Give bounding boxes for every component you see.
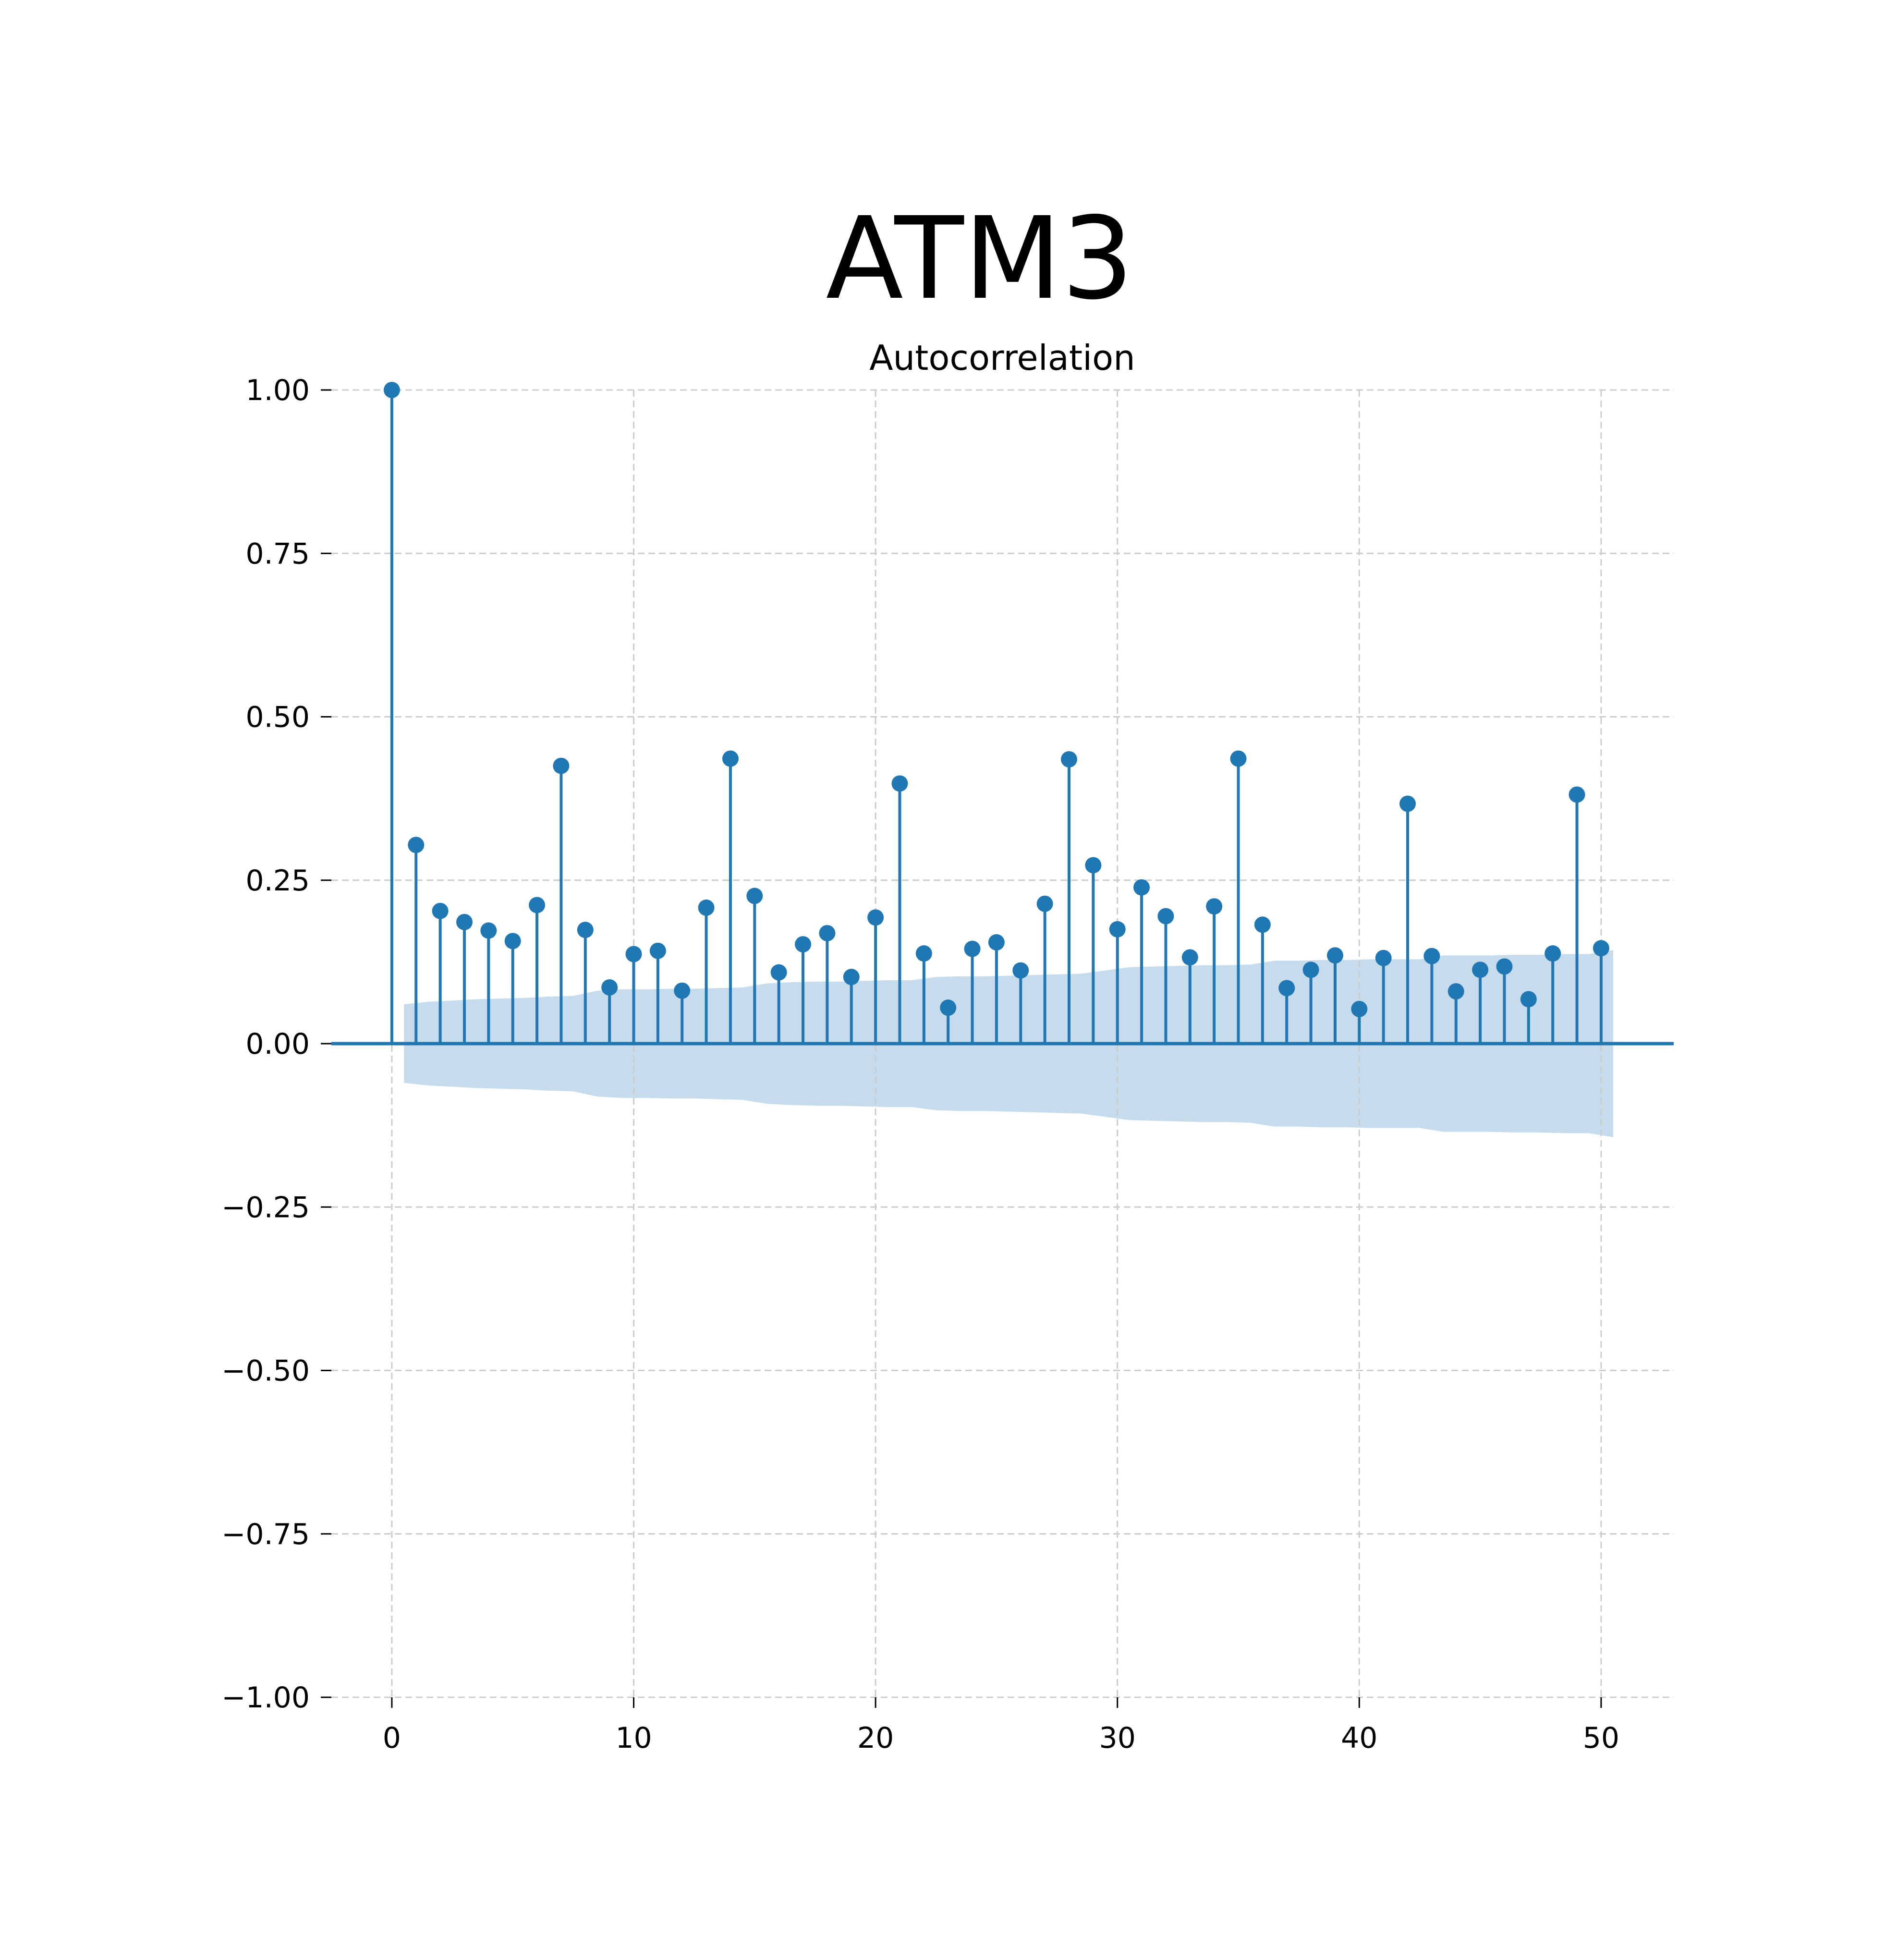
y-tick-label: −0.75	[221, 1518, 310, 1551]
acf-point	[1302, 962, 1319, 978]
acf-point	[1109, 921, 1126, 937]
acf-point	[1544, 945, 1561, 962]
x-axis: 0 10 20 30 40 50	[383, 1697, 1619, 1755]
acf-point	[1326, 947, 1343, 964]
acf-point	[1181, 949, 1198, 966]
acf-point	[1206, 898, 1223, 915]
acf-point	[480, 922, 497, 939]
acf-point	[795, 936, 812, 953]
acf-point	[1230, 750, 1247, 767]
acf-point	[1351, 1000, 1368, 1017]
y-tick-label: −0.25	[221, 1191, 310, 1224]
acf-point	[722, 750, 739, 767]
y-tick-label: 0.25	[245, 864, 310, 898]
y-tick-label: 0.50	[245, 701, 310, 734]
acf-point	[1399, 795, 1416, 812]
x-tick-label: 40	[1341, 1721, 1377, 1755]
acf-point	[891, 775, 908, 792]
stem-layer	[331, 382, 1674, 1046]
y-tick-label: 1.00	[245, 374, 310, 407]
acf-point	[1496, 958, 1513, 975]
acf-point	[1060, 751, 1077, 767]
acf-point	[964, 940, 981, 957]
acf-point	[1472, 962, 1489, 978]
acf-point	[1036, 895, 1053, 912]
acf-point	[674, 982, 691, 999]
acf-point	[770, 964, 787, 981]
x-tick-label: 0	[383, 1721, 401, 1755]
x-tick-label: 10	[615, 1721, 652, 1755]
acf-point	[383, 382, 400, 398]
acf-point	[577, 922, 594, 938]
y-tick-label: 0.00	[245, 1027, 310, 1061]
acf-point	[1520, 991, 1537, 1008]
acf-point	[1423, 948, 1440, 964]
x-tick-label: 50	[1583, 1721, 1619, 1755]
acf-point	[1375, 950, 1392, 966]
acf-point	[504, 933, 521, 950]
acf-point	[915, 945, 932, 962]
acf-point	[1133, 879, 1150, 896]
acf-point	[1447, 983, 1464, 1000]
acf-point	[746, 888, 763, 904]
acf-point	[1254, 916, 1271, 933]
acf-point	[988, 934, 1005, 951]
acf-point	[553, 757, 570, 774]
acf-point	[432, 902, 449, 919]
y-tick-label: −1.00	[221, 1681, 310, 1715]
x-tick-label: 20	[857, 1721, 894, 1755]
acf-point	[843, 969, 860, 986]
acf-point	[1593, 940, 1609, 957]
acf-point	[649, 942, 666, 959]
acf-point	[698, 899, 715, 916]
y-tick-label: 0.75	[245, 537, 310, 571]
acf-point	[1569, 786, 1585, 803]
acf-point	[867, 909, 884, 926]
x-tick-label: 30	[1099, 1721, 1136, 1755]
y-axis: 1.00 0.75 0.50 0.25 0.00 −0.25 −0.50 −0.75 −1.00	[221, 374, 331, 1715]
acf-point	[1085, 857, 1102, 874]
acf-point	[408, 837, 425, 853]
acf-point	[1278, 980, 1295, 997]
y-tick-label: −0.50	[221, 1354, 310, 1388]
acf-point	[601, 979, 618, 996]
acf-point	[529, 897, 546, 913]
acf-point	[1012, 962, 1029, 979]
acf-point	[1157, 908, 1174, 925]
acf-point	[625, 946, 642, 962]
acf-point	[819, 925, 836, 941]
acf-point	[940, 999, 957, 1016]
acf-point	[456, 913, 473, 930]
chart-subtitle: Autocorrelation	[869, 338, 1135, 378]
chart-title: ATM3	[826, 193, 1133, 325]
